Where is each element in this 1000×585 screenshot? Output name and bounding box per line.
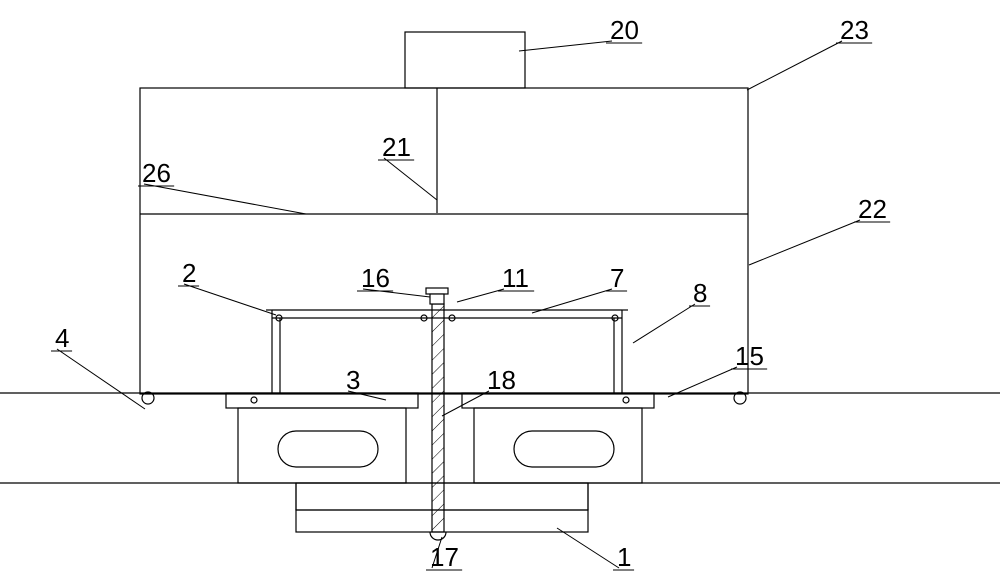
label-1: 1 <box>617 542 631 572</box>
label-3: 3 <box>346 365 360 395</box>
label-17: 17 <box>430 542 459 572</box>
label-26: 26 <box>142 158 171 188</box>
label-18: 18 <box>487 365 516 395</box>
label-11: 11 <box>502 263 529 293</box>
label-15: 15 <box>735 341 764 371</box>
label-21: 21 <box>382 132 411 162</box>
label-4: 4 <box>55 323 69 353</box>
label-20: 20 <box>610 15 639 45</box>
label-16: 16 <box>361 263 390 293</box>
label-22: 22 <box>858 194 887 224</box>
label-8: 8 <box>693 278 707 308</box>
label-23: 23 <box>840 15 869 45</box>
label-7: 7 <box>610 263 624 293</box>
label-2: 2 <box>182 258 196 288</box>
